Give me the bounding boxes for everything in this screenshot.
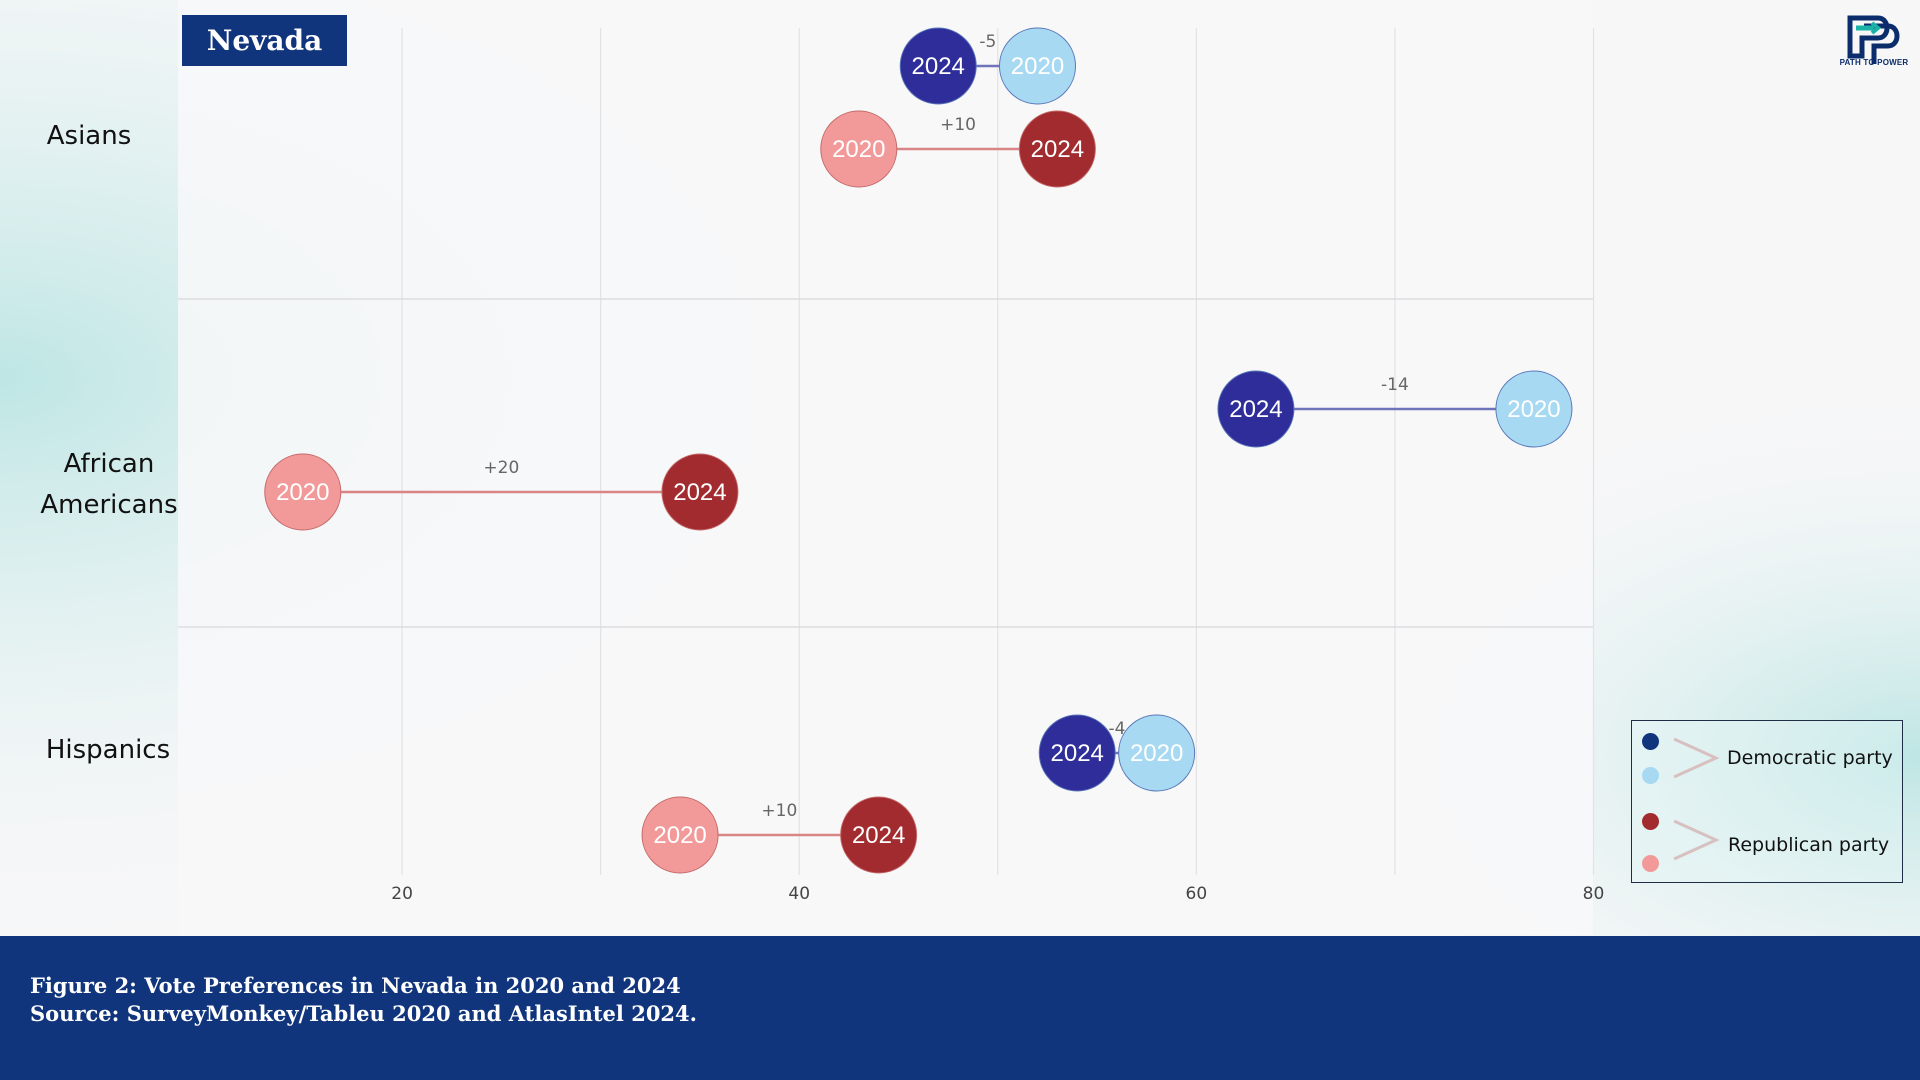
- point-2024: [1038, 714, 1116, 792]
- point-2024-label: 2024: [912, 53, 965, 80]
- point-2020: [1495, 370, 1573, 448]
- footer: Figure 2: Vote Preferences in Nevada in …: [0, 936, 1920, 1080]
- point-2020: [1118, 714, 1196, 792]
- logo-text: PATH TO POWER: [1839, 58, 1909, 67]
- point-2024: [1018, 110, 1096, 188]
- change-label: -4: [1108, 719, 1125, 739]
- point-2020-label: 2020: [832, 136, 885, 163]
- point-2024: [661, 453, 739, 531]
- point-2024: [899, 27, 977, 105]
- change-label: -14: [1381, 375, 1409, 395]
- point-2020-label: 2020: [1507, 396, 1560, 423]
- point-2020: [820, 110, 898, 188]
- change-label: +20: [483, 458, 519, 478]
- x-tick-label: 60: [1186, 884, 1208, 904]
- figure-source: Source: SurveyMonkey/Tableu 2020 and Atl…: [30, 1001, 697, 1026]
- point-2020: [264, 453, 342, 531]
- legend-dem-2024-swatch: [1642, 733, 1659, 750]
- point-2020-label: 2020: [653, 822, 706, 849]
- legend: Democratic party Republican party: [1631, 720, 1903, 883]
- path-to-power-logo-icon: [1847, 15, 1900, 64]
- x-tick-label: 20: [391, 884, 413, 904]
- point-2020-label: 2020: [1130, 740, 1183, 767]
- point-2024-label: 2024: [852, 822, 905, 849]
- row-label-asians: Asians: [46, 121, 132, 151]
- point-2024-label: 2024: [1031, 136, 1084, 163]
- legend-rep-2020-swatch: [1642, 855, 1659, 872]
- point-2020: [641, 796, 719, 874]
- point-2024-label: 2024: [673, 479, 726, 506]
- point-2020-label: 2020: [276, 479, 329, 506]
- legend-dem-label: Democratic party: [1727, 747, 1893, 769]
- legend-rep-label: Republican party: [1728, 834, 1890, 856]
- point-2020: [999, 27, 1076, 105]
- change-label: +10: [761, 801, 797, 821]
- point-2024: [840, 796, 918, 874]
- legend-rep-bracket-icon: [1673, 819, 1720, 861]
- legend-dem-bracket-icon: [1673, 737, 1720, 779]
- legend-dem-2020-swatch: [1642, 767, 1659, 784]
- x-tick-label: 80: [1583, 884, 1605, 904]
- row-label-african-americans: African Americans: [40, 449, 178, 520]
- x-tick-label: 40: [788, 884, 810, 904]
- point-2020-label: 2020: [1011, 53, 1064, 80]
- legend-rep-2024-swatch: [1642, 813, 1659, 830]
- point-2024-label: 2024: [1229, 396, 1282, 423]
- change-label: +10: [940, 115, 976, 135]
- page-title: Nevada: [182, 15, 347, 66]
- point-2024-label: 2024: [1051, 740, 1104, 767]
- row-label-hispanics: Hispanics: [45, 735, 171, 765]
- figure-caption: Figure 2: Vote Preferences in Nevada in …: [30, 973, 681, 998]
- change-label: -5: [979, 32, 996, 52]
- point-2024: [1217, 370, 1295, 448]
